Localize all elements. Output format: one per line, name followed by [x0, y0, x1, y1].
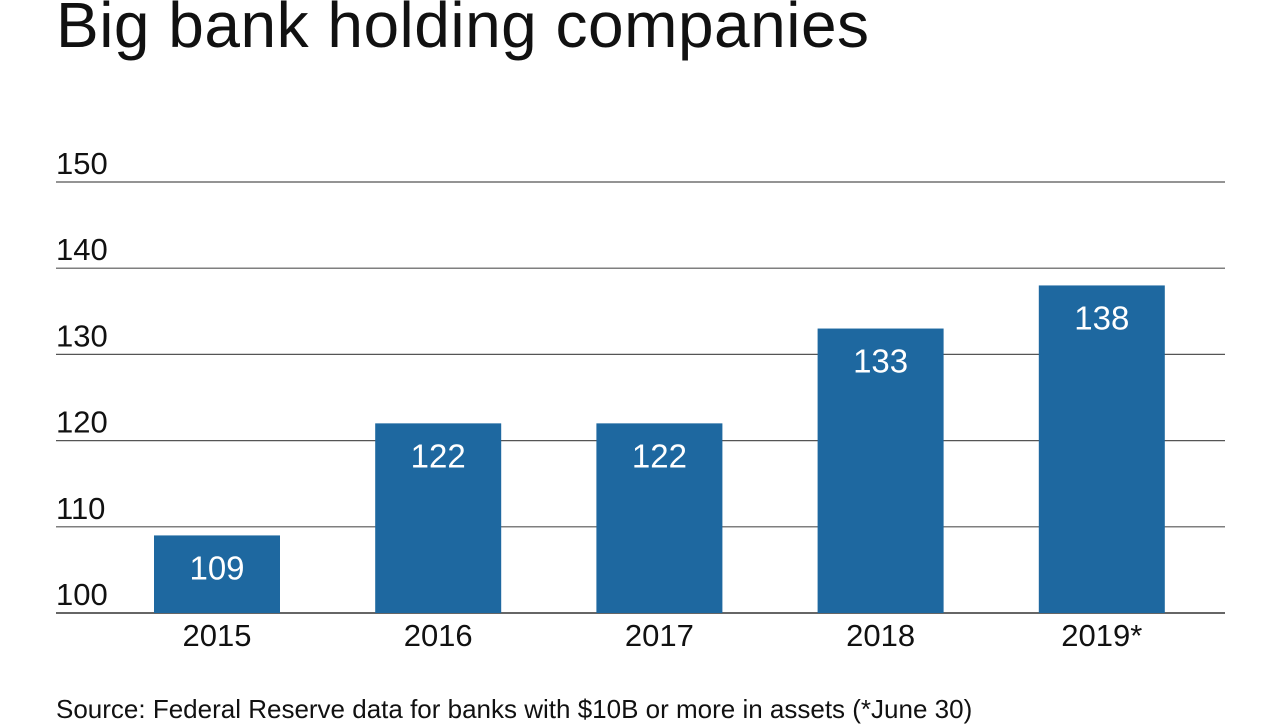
- x-tick-label: 2018: [846, 618, 915, 653]
- data-label: 109: [189, 549, 244, 586]
- y-tick-label: 130: [56, 318, 108, 353]
- data-label: 122: [632, 437, 687, 474]
- y-tick-label: 140: [56, 232, 108, 267]
- y-tick-label: 120: [56, 405, 108, 440]
- y-tick-label: 110: [56, 491, 105, 526]
- y-axis-ticks: 100 110 120 130 140 150: [56, 146, 108, 612]
- bars: 109 122 122 133 138: [154, 285, 1165, 613]
- bar: [154, 535, 280, 613]
- y-tick-label: 100: [56, 577, 108, 612]
- x-tick-label: 2017: [625, 618, 694, 653]
- bar: [375, 423, 502, 613]
- x-tick-label: 2015: [183, 618, 252, 653]
- x-tick-label: 2016: [404, 618, 473, 653]
- x-axis-ticks: 2015 2016 2017 2018 2019*: [183, 618, 1143, 653]
- bar: [1038, 285, 1165, 613]
- y-tick-label: 150: [56, 146, 108, 181]
- bar: [817, 328, 944, 613]
- data-label: 133: [853, 343, 908, 380]
- data-label: 138: [1074, 299, 1129, 336]
- bar: [596, 423, 723, 613]
- data-label: 122: [411, 437, 466, 474]
- chart-title: Big bank holding companies: [56, 0, 870, 61]
- x-tick-label: 2019*: [1061, 618, 1142, 653]
- source-note: Source: Federal Reserve data for banks w…: [56, 694, 973, 724]
